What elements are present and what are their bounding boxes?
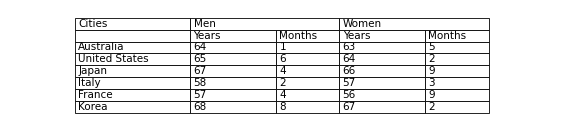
Bar [75, 53, 190, 65]
Text: 65: 65 [194, 54, 207, 64]
Text: Cities: Cities [78, 19, 108, 29]
Bar [276, 65, 339, 77]
Bar [276, 77, 339, 89]
Bar [339, 101, 426, 113]
Text: Years: Years [343, 31, 370, 41]
Bar [191, 101, 276, 113]
Text: Months: Months [429, 31, 466, 41]
Text: Italy: Italy [78, 78, 101, 88]
Text: Years: Years [194, 31, 221, 41]
Text: 2: 2 [429, 102, 435, 112]
Text: Japan: Japan [78, 66, 107, 76]
Bar [191, 42, 276, 53]
Text: 8: 8 [279, 102, 286, 112]
Bar [339, 30, 426, 42]
Text: Women: Women [343, 19, 382, 29]
Bar [276, 42, 339, 53]
Bar [75, 18, 190, 30]
Bar [339, 42, 426, 53]
Text: 4: 4 [279, 66, 286, 76]
Bar [276, 101, 339, 113]
Bar [191, 30, 276, 42]
Text: 5: 5 [429, 42, 435, 53]
Bar [426, 101, 489, 113]
Text: 2: 2 [429, 54, 435, 64]
Text: 57: 57 [343, 78, 356, 88]
Text: 68: 68 [194, 102, 207, 112]
Text: Australia: Australia [78, 42, 125, 53]
Text: 63: 63 [343, 42, 356, 53]
Bar [339, 77, 426, 89]
Text: 1: 1 [279, 42, 286, 53]
Bar [426, 77, 489, 89]
Bar [426, 30, 489, 42]
Text: 67: 67 [343, 102, 356, 112]
Bar [426, 89, 489, 101]
Bar [75, 30, 190, 42]
Bar [75, 101, 190, 113]
Text: 9: 9 [429, 66, 435, 76]
Bar [276, 53, 339, 65]
Text: 9: 9 [429, 90, 435, 100]
Bar [339, 53, 426, 65]
Text: 3: 3 [429, 78, 435, 88]
Bar [75, 42, 190, 53]
Bar [339, 65, 426, 77]
Text: 56: 56 [343, 90, 356, 100]
Text: 57: 57 [194, 90, 207, 100]
Bar [426, 65, 489, 77]
Text: 58: 58 [194, 78, 207, 88]
Text: 6: 6 [279, 54, 286, 64]
Text: France: France [78, 90, 113, 100]
Bar [191, 89, 276, 101]
Text: 67: 67 [194, 66, 207, 76]
Bar [75, 65, 190, 77]
Bar [426, 53, 489, 65]
Bar [339, 18, 489, 30]
Text: 2: 2 [279, 78, 286, 88]
Text: Korea: Korea [78, 102, 108, 112]
Text: 64: 64 [343, 54, 356, 64]
Bar [191, 53, 276, 65]
Bar [75, 89, 190, 101]
Bar [339, 89, 426, 101]
Bar [75, 77, 190, 89]
Bar [276, 89, 339, 101]
Text: United States: United States [78, 54, 149, 64]
Text: Men: Men [194, 19, 215, 29]
Bar [426, 42, 489, 53]
Text: 66: 66 [343, 66, 356, 76]
Text: Months: Months [279, 31, 318, 41]
Bar [276, 30, 339, 42]
Bar [191, 18, 339, 30]
Bar [191, 65, 276, 77]
Text: 4: 4 [279, 90, 286, 100]
Bar [191, 77, 276, 89]
Text: 64: 64 [194, 42, 207, 53]
